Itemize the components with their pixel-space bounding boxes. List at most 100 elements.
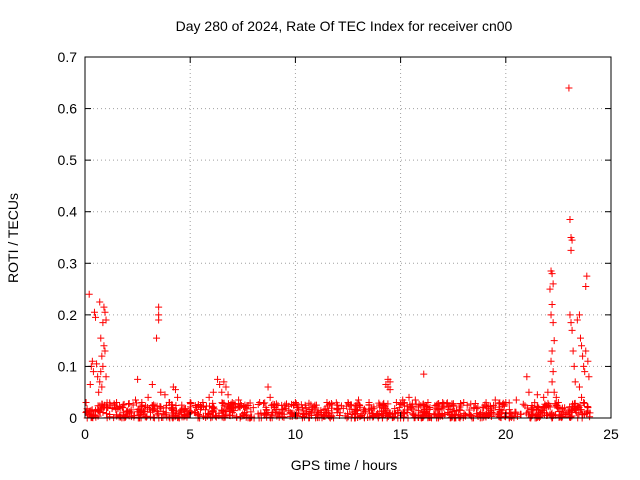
data-point	[98, 352, 106, 360]
band-point	[506, 409, 514, 417]
band-point	[324, 402, 332, 410]
data-point	[550, 388, 558, 396]
data-point	[586, 409, 594, 417]
band-point	[257, 409, 265, 417]
band-point	[195, 410, 203, 418]
data-point	[119, 404, 127, 412]
band-point	[457, 412, 465, 420]
chart-title: Day 280 of 2024, Rate Of TEC Index for r…	[176, 18, 513, 34]
data-point	[491, 396, 499, 404]
band-point	[327, 404, 335, 412]
band-point	[169, 405, 177, 413]
band-point	[456, 406, 464, 414]
band-point	[448, 400, 456, 408]
y-tick-label: 0.3	[58, 255, 78, 271]
data-point	[86, 380, 94, 388]
band-point	[141, 407, 149, 415]
band-point	[212, 413, 220, 421]
band-point	[533, 402, 541, 410]
data-point	[548, 378, 556, 386]
data-point	[125, 400, 133, 408]
band-point	[137, 406, 145, 414]
band-point	[175, 413, 183, 421]
band-point	[415, 407, 423, 415]
data-point	[481, 401, 489, 409]
data-point	[102, 373, 110, 381]
data-point	[460, 399, 468, 407]
data-point	[97, 334, 105, 342]
data-point	[470, 404, 478, 412]
data-point	[582, 282, 590, 290]
band-point	[397, 399, 405, 407]
band-point	[350, 405, 358, 413]
data-point	[157, 388, 165, 396]
data-point	[209, 388, 217, 396]
data-point	[199, 399, 207, 407]
band-point	[519, 400, 527, 408]
data-point	[85, 290, 93, 298]
data-point	[547, 357, 555, 365]
band-point	[226, 405, 234, 413]
band-point	[305, 399, 313, 407]
data-point	[92, 313, 100, 321]
band-point	[522, 409, 530, 417]
data-point	[249, 404, 257, 412]
band-point	[224, 400, 232, 408]
band-point	[496, 405, 504, 413]
band-point	[143, 412, 151, 420]
band-point	[572, 406, 580, 414]
data-point	[266, 393, 274, 401]
data-point	[224, 391, 232, 399]
data-point	[439, 399, 447, 407]
band-point	[269, 408, 277, 416]
data-point	[569, 347, 577, 355]
band-point	[148, 401, 156, 409]
data-point	[144, 393, 152, 401]
data-point	[323, 399, 331, 407]
data-point	[399, 396, 407, 404]
data-point	[344, 399, 352, 407]
band-point	[482, 413, 490, 421]
band-point	[471, 399, 479, 407]
band-point	[274, 410, 282, 418]
data-point	[548, 270, 556, 278]
data-point	[566, 311, 574, 319]
data-point	[567, 319, 575, 327]
data-point	[100, 303, 108, 311]
band-point	[490, 401, 498, 409]
band-point	[159, 410, 167, 418]
band-point	[194, 402, 202, 410]
data-point	[216, 380, 224, 388]
band-point	[560, 408, 568, 416]
band-point	[511, 408, 519, 416]
data-point	[386, 386, 394, 394]
x-tick-label: 10	[288, 426, 304, 442]
band-point	[236, 400, 244, 408]
data-point	[95, 388, 103, 396]
band-point	[103, 410, 111, 418]
band-point	[221, 413, 229, 421]
data-point	[584, 357, 592, 365]
data-point	[256, 399, 264, 407]
x-tick-label: 15	[393, 426, 409, 442]
band-point	[440, 404, 448, 412]
band-point	[209, 408, 217, 416]
data-point	[153, 334, 161, 342]
data-point	[155, 303, 163, 311]
data-point	[99, 319, 107, 327]
x-tick-label: 25	[603, 426, 619, 442]
x-tick-label: 0	[81, 426, 89, 442]
data-point	[312, 401, 320, 409]
data-point	[583, 272, 591, 280]
data-point	[533, 391, 541, 399]
data-point	[98, 383, 106, 391]
data-point	[546, 285, 554, 293]
data-point	[549, 319, 557, 327]
y-tick-label: 0.7	[58, 49, 78, 65]
data-point	[582, 347, 590, 355]
data-point	[449, 401, 457, 409]
band-point	[326, 413, 334, 421]
data-point	[570, 362, 578, 370]
data-point	[566, 215, 574, 223]
